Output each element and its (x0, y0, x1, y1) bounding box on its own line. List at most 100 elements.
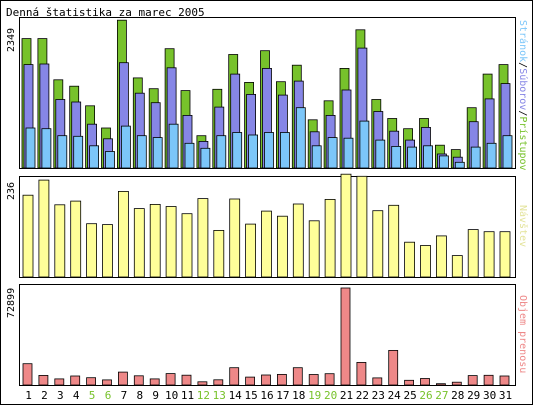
transfer-bar-day-11 (181, 374, 192, 386)
transfer-bar-day-24 (388, 349, 399, 386)
pages-bar-day-3 (57, 135, 68, 169)
visits-bar-day-26 (420, 245, 431, 278)
transfer-bar-day-15 (245, 376, 256, 386)
x-tick-label-day-15: 15 (244, 389, 257, 402)
transfer-bar-day-5 (86, 377, 96, 386)
x-tick-label-day-18: 18 (292, 389, 305, 402)
pages-bar-day-22 (359, 120, 370, 169)
visits-bar-day-20 (324, 198, 336, 278)
x-tick-label-day-24: 24 (388, 389, 402, 402)
bar-layer (21, 19, 513, 386)
visits-bar-day-8 (133, 208, 145, 278)
pages-bar-day-13 (216, 135, 227, 169)
transfer-bar-day-18 (292, 367, 303, 386)
pages-bar-day-5 (89, 145, 99, 169)
visits-bar-day-16 (261, 210, 272, 278)
visits-bar-day-28 (451, 255, 463, 278)
visits-bar-day-22 (356, 175, 368, 278)
visits-bar-day-14 (229, 198, 241, 278)
pages-bar-day-31 (502, 135, 513, 169)
panel2-ymax-label: 236 (6, 182, 17, 200)
transfer-bar-day-14 (229, 367, 240, 386)
transfer-bar-day-16 (261, 374, 271, 386)
visits-bar-day-7 (118, 190, 129, 278)
x-tick-label-day-14: 14 (229, 389, 243, 402)
visits-bar-day-12 (197, 198, 209, 278)
panel3-ymax-label: 72899 (6, 288, 17, 318)
x-tick-label-day-3: 3 (57, 389, 64, 402)
pages-bar-day-7 (121, 125, 131, 169)
transfer-bar-day-8 (133, 375, 144, 386)
pages-bar-day-25 (407, 146, 418, 169)
pages-bar-day-29 (470, 146, 481, 169)
visits-bar-day-24 (388, 204, 400, 278)
pages-bar-day-10 (168, 123, 179, 169)
x-tick-label-day-12: 12 (197, 389, 210, 402)
visits-bar-day-10 (165, 206, 177, 278)
visits-bar-day-11 (181, 213, 193, 278)
transfer-bar-day-3 (54, 378, 65, 386)
visits-bar-day-1 (22, 194, 34, 278)
transfer-bar-day-30 (483, 374, 494, 386)
pages-bar-day-21 (343, 137, 354, 169)
pages-bar-day-19 (311, 145, 322, 169)
visits-bar-day-13 (213, 229, 225, 278)
x-tick-label-day-4: 4 (73, 389, 80, 402)
pages-bar-day-20 (327, 137, 338, 169)
transfer-bar-day-20 (324, 373, 335, 386)
transfer-bar-day-1 (22, 363, 33, 386)
transfer-bar-day-31 (499, 375, 510, 386)
visits-bar-day-27 (435, 235, 447, 278)
transfer-bar-day-19 (308, 374, 319, 386)
transfer-bar-day-13 (213, 379, 224, 386)
x-tick-label-day-27: 27 (435, 389, 448, 402)
transfer-bar-day-25 (404, 379, 415, 386)
panel1-ymax-label: 2349 (6, 28, 17, 52)
pages-bar-day-4 (73, 135, 84, 169)
transfer-bar-day-26 (420, 378, 430, 386)
transfer-bar-day-10 (165, 373, 176, 386)
pages-bar-day-27 (438, 155, 449, 169)
legend-files: Súborov (517, 68, 529, 110)
pages-bar-day-6 (105, 151, 115, 169)
pages-bar-day-14 (232, 132, 243, 169)
x-tick-label-day-16: 16 (260, 389, 273, 402)
visits-bar-day-31 (499, 231, 511, 278)
pages-bar-day-26 (423, 145, 433, 169)
pages-bar-day-11 (184, 142, 195, 169)
transfer-bar-day-7 (118, 371, 128, 386)
transfer-bar-day-17 (276, 373, 287, 386)
transfer-bar-day-23 (372, 377, 383, 386)
x-tick-label-day-25: 25 (403, 389, 416, 402)
x-tick-label-day-6: 6 (105, 389, 112, 402)
visits-bar-day-21 (340, 173, 352, 278)
transfer-bar-day-2 (38, 374, 49, 386)
x-tick-label-day-10: 10 (165, 389, 178, 402)
transfer-bar-day-21 (340, 287, 351, 386)
x-tick-label-day-26: 26 (419, 389, 432, 402)
pages-bar-day-1 (25, 127, 36, 169)
x-tick-label-day-8: 8 (136, 389, 143, 402)
visits-bar-day-17 (276, 215, 288, 278)
pages-bar-day-8 (136, 135, 147, 169)
x-axis-ticks: 1 2 3 4 5 6 7 8 9 10 11 12 13 14 15 16 17 18 19 20 21 22 23 24 2… (25, 389, 512, 402)
visits-bar-day-19 (308, 220, 320, 278)
pages-bar-day-12 (200, 147, 211, 169)
x-tick-label-day-19: 19 (308, 389, 321, 402)
transfer-bar-day-29 (467, 375, 478, 386)
legend-separator-2: / (517, 110, 528, 116)
x-tick-label-day-29: 29 (467, 389, 480, 402)
visits-bar-day-15 (245, 223, 257, 278)
transfer-bar-day-27 (435, 383, 446, 386)
pages-bar-day-16 (264, 132, 274, 169)
visits-bar-day-5 (86, 223, 97, 278)
transfer-bar-day-28 (451, 381, 462, 386)
visits-bar-day-30 (483, 231, 495, 278)
panel2-legend: Návštev (517, 205, 529, 247)
panel-frame-3 (19, 284, 516, 386)
x-tick-label-day-20: 20 (324, 389, 337, 402)
panel-transfer: 72899 Objem prenosu (6, 284, 528, 386)
visits-bar-day-9 (149, 203, 161, 278)
visits-bar-day-2 (38, 179, 50, 278)
